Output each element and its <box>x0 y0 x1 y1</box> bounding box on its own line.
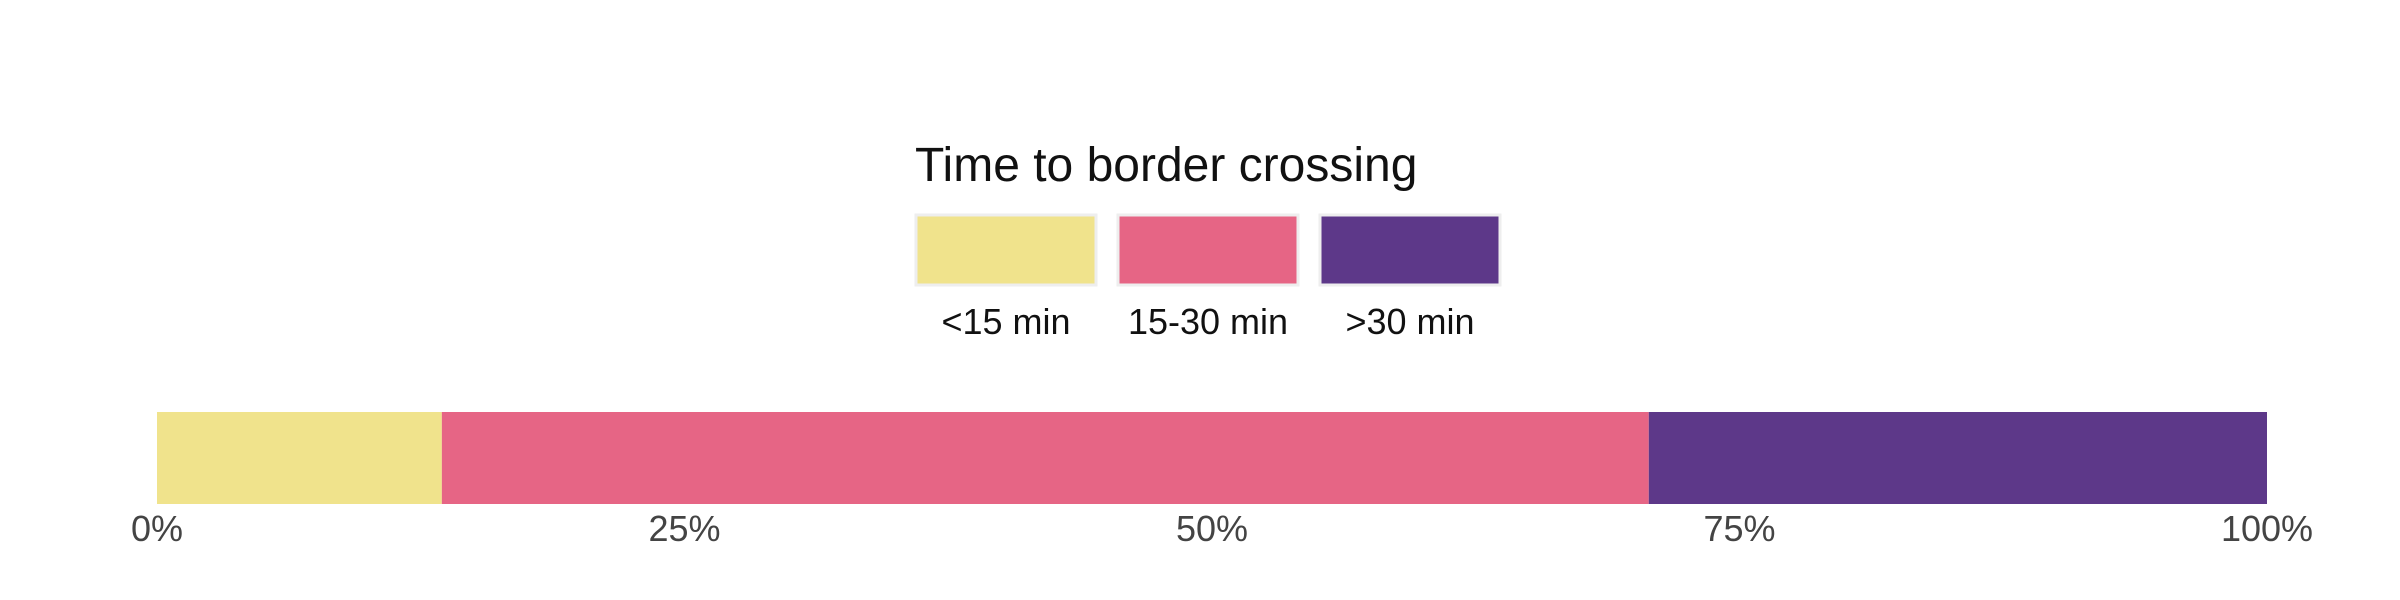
legend-label-1: <15 min <box>941 301 1070 342</box>
legend-title: Time to border crossing <box>915 139 1417 192</box>
bar-segment-2 <box>441 412 1649 504</box>
legend-swatch-3 <box>1318 213 1502 287</box>
bar-segment-1 <box>157 412 442 504</box>
bar-segments <box>157 412 2267 504</box>
legend-label-2: 15-30 min <box>1128 301 1288 342</box>
legend: Time to border crossing <15 min 15-30 min… <box>914 139 1502 342</box>
bar-segment-3 <box>1648 412 2267 504</box>
x-tick-label-4: 75% <box>1703 508 1775 549</box>
x-tick-label-2: 25% <box>648 508 720 549</box>
legend-label-3: >30 min <box>1345 301 1474 342</box>
x-axis-tick-labels: 0% 25% 50% 75% 100% <box>131 508 2313 549</box>
legend-swatch-2 <box>1116 213 1300 287</box>
x-tick-label-3: 50% <box>1176 508 1248 549</box>
x-tick-label-5: 100% <box>2221 508 2313 549</box>
x-tick-label-1: 0% <box>131 508 183 549</box>
legend-swatch-1 <box>914 213 1098 287</box>
